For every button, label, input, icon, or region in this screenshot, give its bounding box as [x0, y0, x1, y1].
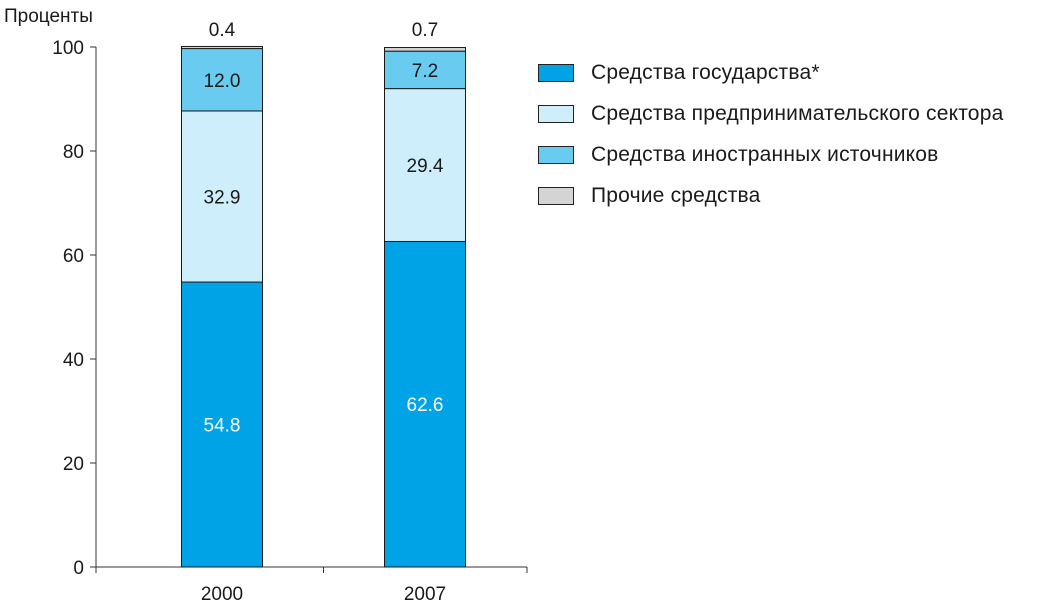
legend-item: Средства предпринимательского сектора	[538, 93, 1003, 134]
legend-swatch	[538, 187, 574, 205]
y-tick-label: 0	[73, 558, 84, 579]
y-tick-label: 40	[63, 350, 84, 371]
y-axis-title: Проценты	[4, 6, 93, 27]
data-label: 29.4	[407, 156, 444, 177]
legend-label: Прочие средства	[591, 184, 761, 208]
data-label: 32.9	[204, 188, 241, 209]
data-label: 62.6	[407, 395, 444, 416]
legend-label: Средства государства*	[591, 61, 820, 85]
y-tick-label: 100	[52, 38, 84, 59]
y-tick-label: 60	[63, 246, 84, 267]
x-tick-label: 2007	[404, 584, 446, 605]
legend-swatch	[538, 146, 574, 164]
data-label: 12.0	[204, 71, 241, 92]
legend-label: Средства иностранных источников	[591, 143, 939, 167]
y-tick-label: 80	[63, 142, 84, 163]
legend-item: Прочие средства	[538, 175, 1003, 216]
legend-label: Средства предпринимательского сектора	[591, 102, 1003, 126]
x-tick-label: 2000	[201, 584, 243, 605]
legend-swatch	[538, 64, 574, 82]
data-label: 0.7	[412, 20, 438, 41]
data-label: 0.4	[209, 20, 236, 41]
data-label: 54.8	[204, 416, 241, 437]
legend-item: Средства иностранных источников	[538, 134, 1003, 175]
bars	[182, 46, 466, 567]
legend-item: Средства государства*	[538, 52, 1003, 93]
legend-swatch	[538, 105, 574, 123]
y-tick-label: 20	[63, 454, 84, 475]
bar-segment	[385, 48, 466, 52]
data-label: 7.2	[412, 61, 438, 82]
legend: Средства государства* Средства предприним…	[538, 52, 1003, 216]
bar-segment	[182, 46, 263, 48]
